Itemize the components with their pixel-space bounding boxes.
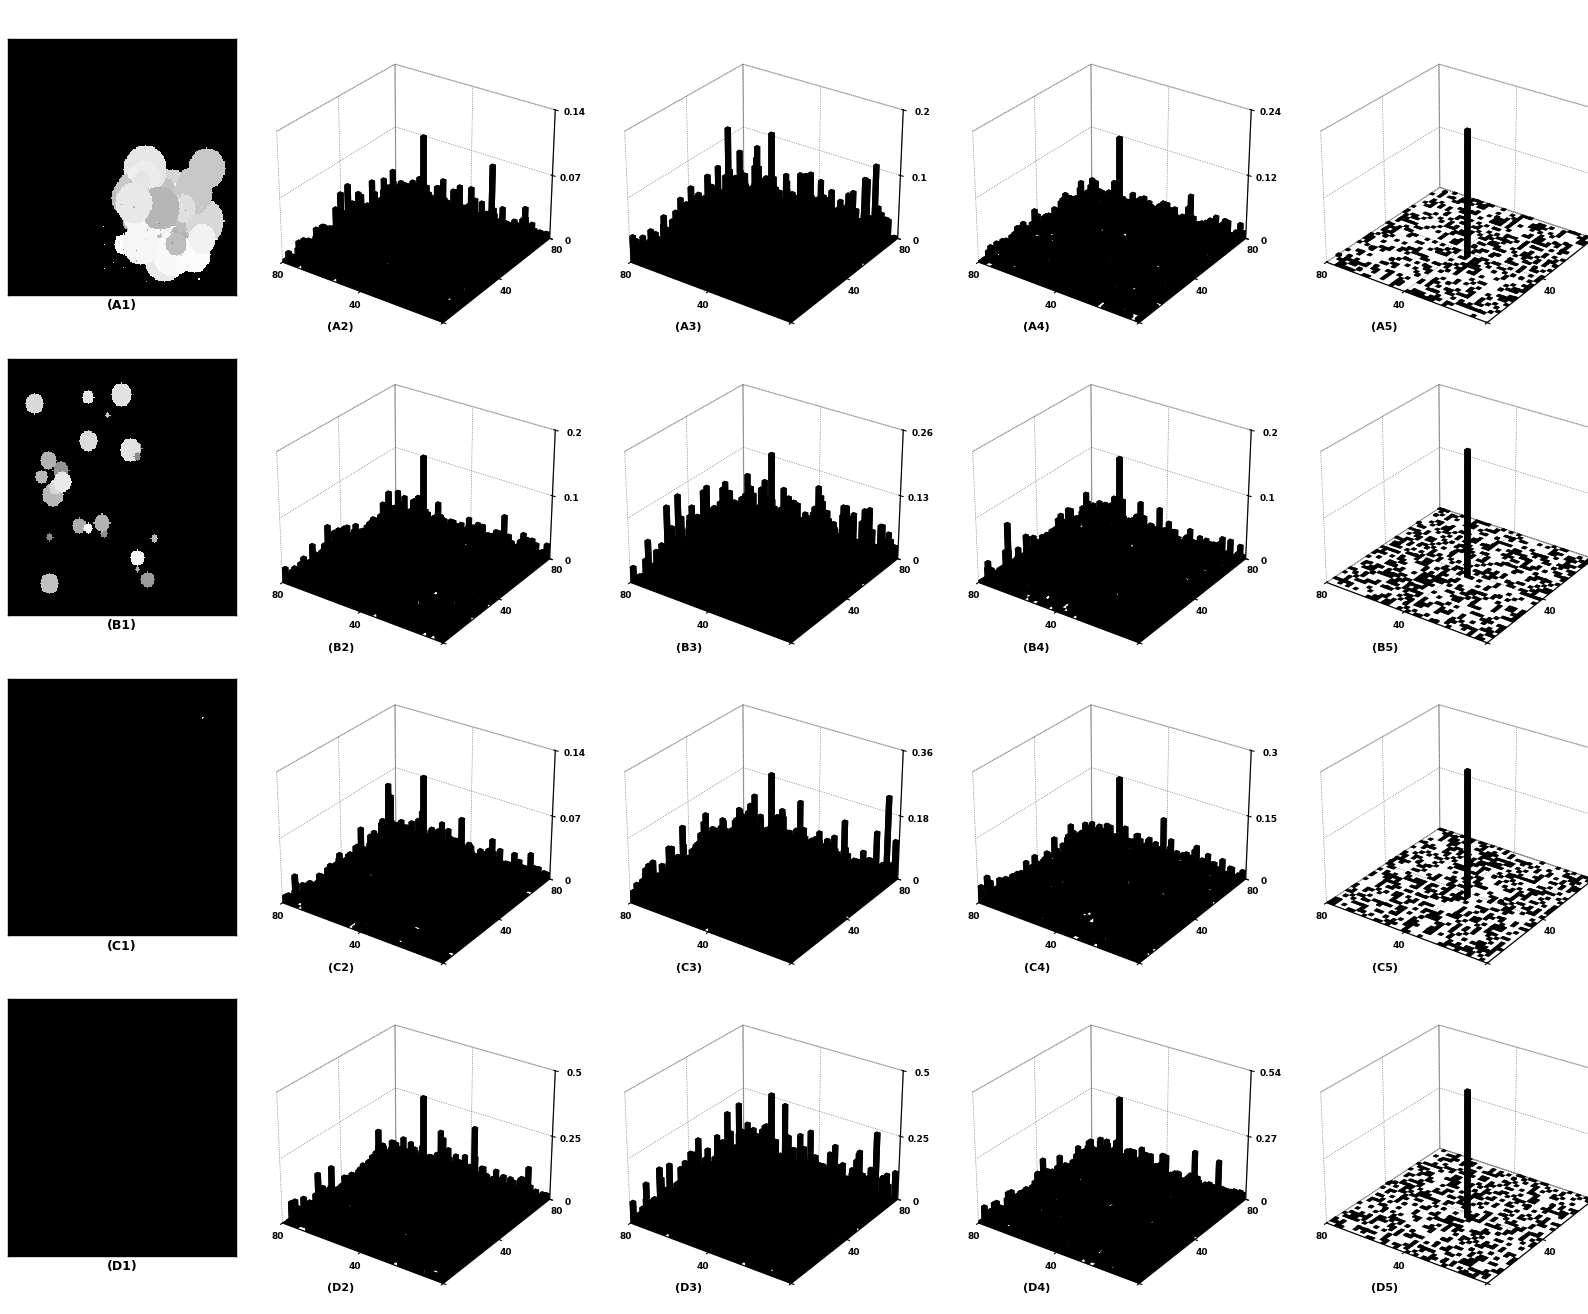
X-axis label: (C2): (C2) bbox=[327, 963, 354, 972]
X-axis label: (D3): (D3) bbox=[675, 1284, 702, 1293]
X-axis label: (A5): (A5) bbox=[1372, 322, 1397, 332]
X-axis label: (A4): (A4) bbox=[1023, 322, 1050, 332]
X-axis label: (C5): (C5) bbox=[1372, 963, 1397, 972]
X-axis label: (D5): (D5) bbox=[1370, 1284, 1397, 1293]
X-axis label: (D4): (D4) bbox=[1023, 1284, 1050, 1293]
X-axis label: (C3): (C3) bbox=[675, 963, 702, 972]
X-axis label: (B4): (B4) bbox=[1023, 643, 1050, 653]
X-axis label: (D1): (D1) bbox=[106, 1260, 137, 1273]
X-axis label: (C4): (C4) bbox=[1024, 963, 1050, 972]
X-axis label: (B1): (B1) bbox=[106, 619, 137, 632]
X-axis label: (C1): (C1) bbox=[106, 940, 137, 953]
X-axis label: (B3): (B3) bbox=[675, 643, 702, 653]
X-axis label: (A1): (A1) bbox=[106, 300, 137, 311]
X-axis label: (B2): (B2) bbox=[327, 643, 354, 653]
X-axis label: (A2): (A2) bbox=[327, 322, 354, 332]
X-axis label: (A3): (A3) bbox=[675, 322, 702, 332]
X-axis label: (D2): (D2) bbox=[327, 1284, 354, 1293]
X-axis label: (B5): (B5) bbox=[1372, 643, 1397, 653]
